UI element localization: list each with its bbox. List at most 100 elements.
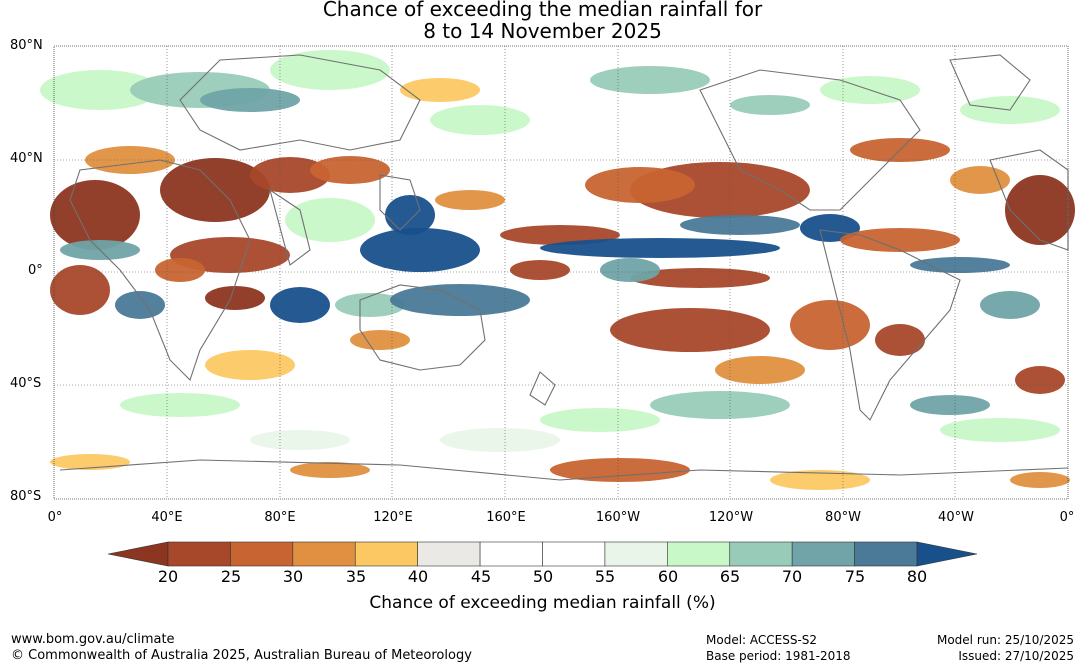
rainfall-anomaly-patch xyxy=(910,395,990,415)
lat-label-80s: 80°S xyxy=(10,489,42,504)
footer-model: Model: ACCESS-S2 xyxy=(706,633,818,647)
lat-label-80n: 80°N xyxy=(10,38,43,53)
colorbar-segment xyxy=(292,541,356,567)
rainfall-anomaly-patch xyxy=(50,265,110,315)
rainfall-anomaly-patch xyxy=(590,66,710,94)
footer-url[interactable]: www.bom.gov.au/climate xyxy=(11,632,175,647)
rainfall-anomaly-patch xyxy=(50,180,140,250)
colorbar-tick-20: 20 xyxy=(157,567,179,586)
lon-label-80w: 80°W xyxy=(825,510,861,525)
rainfall-anomaly-patch xyxy=(840,228,960,252)
rainfall-anomaly-patch xyxy=(550,458,690,482)
rainfall-anomaly-patch xyxy=(980,291,1040,319)
rainfall-anomaly-patch xyxy=(115,291,165,319)
rainfall-anomaly-patch xyxy=(940,418,1060,442)
rainfall-anomaly-patch xyxy=(200,88,300,112)
rainfall-anomaly-patch xyxy=(335,293,405,317)
rainfall-anomaly-patch xyxy=(250,430,350,450)
rainfall-anomaly-patch xyxy=(205,350,295,380)
lon-label-120w: 120°W xyxy=(708,510,754,525)
rainfall-anomaly-patch xyxy=(290,462,370,478)
lon-label-160e: 160°E xyxy=(486,510,526,525)
rainfall-anomaly-patch xyxy=(630,268,770,288)
colorbar-tick-70: 70 xyxy=(781,567,803,586)
rainfall-anomaly-patch xyxy=(160,158,270,222)
rainfall-anomaly-patch xyxy=(650,391,790,419)
colorbar-tick-25: 25 xyxy=(220,567,242,586)
colorbar-tick-30: 30 xyxy=(282,567,304,586)
rainfall-anomaly-patch xyxy=(400,78,480,102)
lat-label-40s: 40°S xyxy=(10,376,42,391)
lat-label-40n: 40°N xyxy=(10,151,43,166)
rainfall-anomaly-patch xyxy=(600,258,660,282)
rainfall-anomaly-patch xyxy=(770,470,870,490)
colorbar-extend-low xyxy=(107,541,169,567)
rainfall-anomaly-patch xyxy=(205,286,265,310)
rainfall-anomaly-patch xyxy=(310,156,390,184)
rainfall-anomaly-patch xyxy=(1010,472,1070,488)
colorbar-segment xyxy=(729,541,793,567)
colorbar-segment xyxy=(417,541,481,567)
rainfall-anomaly-patch xyxy=(435,190,505,210)
rainfall-anomaly-patch xyxy=(1015,366,1065,394)
colorbar-tick-45: 45 xyxy=(470,567,492,586)
rainfall-anomaly-patch xyxy=(155,258,205,282)
lon-label-0-left: 0° xyxy=(47,510,63,525)
footer-issued: Issued: 27/10/2025 xyxy=(958,649,1074,663)
rainfall-anomaly-patch xyxy=(120,393,240,417)
rainfall-anomaly-patch xyxy=(360,228,480,272)
footer-model-run: Model run: 25/10/2025 xyxy=(936,633,1074,647)
colorbar-extend-high xyxy=(916,541,978,567)
colorbar-tick-75: 75 xyxy=(844,567,866,586)
colorbar-segment xyxy=(167,541,231,567)
rainfall-anomaly-patch xyxy=(270,50,390,90)
rainfall-anomaly-patch xyxy=(875,324,925,356)
colorbar-tick-60: 60 xyxy=(657,567,679,586)
colorbar-segment xyxy=(791,541,855,567)
colorbar-tick-55: 55 xyxy=(594,567,616,586)
rainfall-anomaly-patch xyxy=(385,195,435,235)
rainfall-anomaly-patch xyxy=(730,95,810,115)
colorbar-segment xyxy=(542,541,606,567)
lat-label-0: 0° xyxy=(28,263,43,278)
rainfall-anomaly-patch xyxy=(540,408,660,432)
footer-copyright: © Commonwealth of Australia 2025, Austra… xyxy=(11,648,472,663)
colorbar-tick-40: 40 xyxy=(407,567,429,586)
colorbar-segment xyxy=(667,541,731,567)
lon-label-40e: 40°E xyxy=(151,510,183,525)
rainfall-anomaly-patch xyxy=(540,238,780,258)
rainfall-anomaly-patch xyxy=(350,330,410,350)
graticule xyxy=(54,46,1068,499)
rainfall-anomaly-patch xyxy=(800,214,860,242)
map-frame xyxy=(53,45,1069,500)
colorbar-segment xyxy=(604,541,668,567)
colorbar-tick-80: 80 xyxy=(906,567,928,586)
rainfall-anomaly-patch xyxy=(270,287,330,323)
rainfall-anomaly-patch xyxy=(440,428,560,452)
colorbar-segment xyxy=(230,541,294,567)
lon-label-160w: 160°W xyxy=(595,510,641,525)
colorbar-tick-35: 35 xyxy=(345,567,367,586)
rainfall-anomaly-patch xyxy=(510,260,570,280)
footer-base-period: Base period: 1981-2018 xyxy=(706,649,851,663)
rainfall-anomaly-patch xyxy=(790,300,870,350)
chart-title-line-1: Chance of exceeding the median rainfall … xyxy=(322,0,763,21)
lon-label-120e: 120°E xyxy=(373,510,413,525)
colorbar-segment xyxy=(354,541,418,567)
rainfall-anomaly-patch xyxy=(40,70,160,110)
lon-label-40w: 40°W xyxy=(938,510,974,525)
rainfall-anomaly-patch xyxy=(250,157,330,193)
rainfall-anomaly-patch xyxy=(285,198,375,242)
colorbar-tick-65: 65 xyxy=(719,567,741,586)
rainfall-patches xyxy=(40,50,1075,490)
rainfall-anomaly-patch xyxy=(1005,175,1075,245)
rainfall-anomaly-patch xyxy=(585,167,695,203)
rainfall-anomaly-patch xyxy=(680,215,800,235)
chart-title-line-2: 8 to 14 November 2025 xyxy=(423,19,662,43)
colorbar-label: Chance of exceeding median rainfall (%) xyxy=(369,593,716,613)
rainfall-anomaly-patch xyxy=(910,257,1010,273)
colorbar-tick-50: 50 xyxy=(532,567,554,586)
lon-label-0-right: 0° xyxy=(1059,510,1075,525)
